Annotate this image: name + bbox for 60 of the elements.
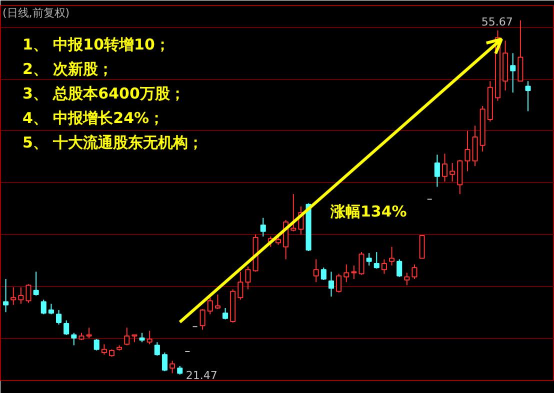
candlestick	[328, 271, 334, 298]
candlestick	[525, 80, 531, 112]
candlestick	[101, 344, 107, 356]
candlestick	[170, 360, 176, 374]
candlestick	[290, 194, 296, 232]
candlestick	[434, 154, 440, 188]
candlestick	[40, 299, 46, 315]
candlestick	[374, 252, 380, 270]
candlestick	[10, 286, 16, 306]
candlestick	[222, 307, 228, 320]
annotation: 1、 中报10转增10；	[22, 36, 170, 54]
candlestick	[260, 217, 266, 238]
candlestick	[358, 252, 364, 276]
candlestick	[200, 308, 206, 330]
candlestick	[320, 267, 326, 281]
candlestick	[404, 272, 410, 286]
candlestick	[64, 320, 70, 336]
candlestick	[154, 342, 160, 356]
candlestick	[33, 271, 39, 296]
candlestick	[238, 271, 244, 300]
candlestick	[366, 252, 372, 266]
annotation: 涨幅134%	[330, 202, 407, 220]
candlestick	[313, 258, 319, 283]
candlestick	[139, 332, 145, 343]
candlestick	[214, 294, 220, 310]
candlestick	[389, 246, 395, 266]
candlestick	[48, 303, 54, 315]
candlestick	[381, 258, 387, 274]
candlestick	[207, 297, 213, 315]
candlestick	[419, 234, 425, 259]
candlestick	[56, 310, 62, 326]
candlestick	[412, 264, 418, 280]
candlestick	[86, 327, 92, 339]
candlestick	[245, 266, 251, 290]
candlestick	[396, 258, 402, 278]
annotation: 3、 总股本6400万股；	[22, 84, 185, 102]
annotation: 21.47	[186, 369, 218, 382]
candlestick	[464, 130, 470, 172]
annotation: 5、 十大流通股东无机构；	[22, 134, 204, 152]
candlestick	[162, 352, 168, 372]
candlestick	[457, 159, 463, 195]
candlestick	[94, 338, 100, 351]
candlestick	[71, 332, 77, 346]
candlestick	[26, 284, 32, 304]
candlestick	[344, 264, 350, 283]
chart-title: (日线,前复权)	[2, 6, 70, 20]
candlestick	[510, 52, 516, 94]
annotation: 55.67	[481, 15, 513, 28]
candlestick	[442, 153, 448, 182]
candlestick	[450, 162, 456, 182]
annotation: 4、 中报增长24%；	[22, 109, 164, 127]
candlestick	[472, 125, 478, 167]
candlestick	[518, 20, 524, 82]
candlestick	[146, 330, 152, 345]
candlestick	[336, 273, 342, 293]
candlestick	[124, 327, 130, 346]
candlestick	[351, 265, 357, 280]
candlestick	[3, 278, 9, 313]
candlestick	[18, 286, 24, 304]
annotation: 2、 次新股；	[22, 60, 114, 78]
